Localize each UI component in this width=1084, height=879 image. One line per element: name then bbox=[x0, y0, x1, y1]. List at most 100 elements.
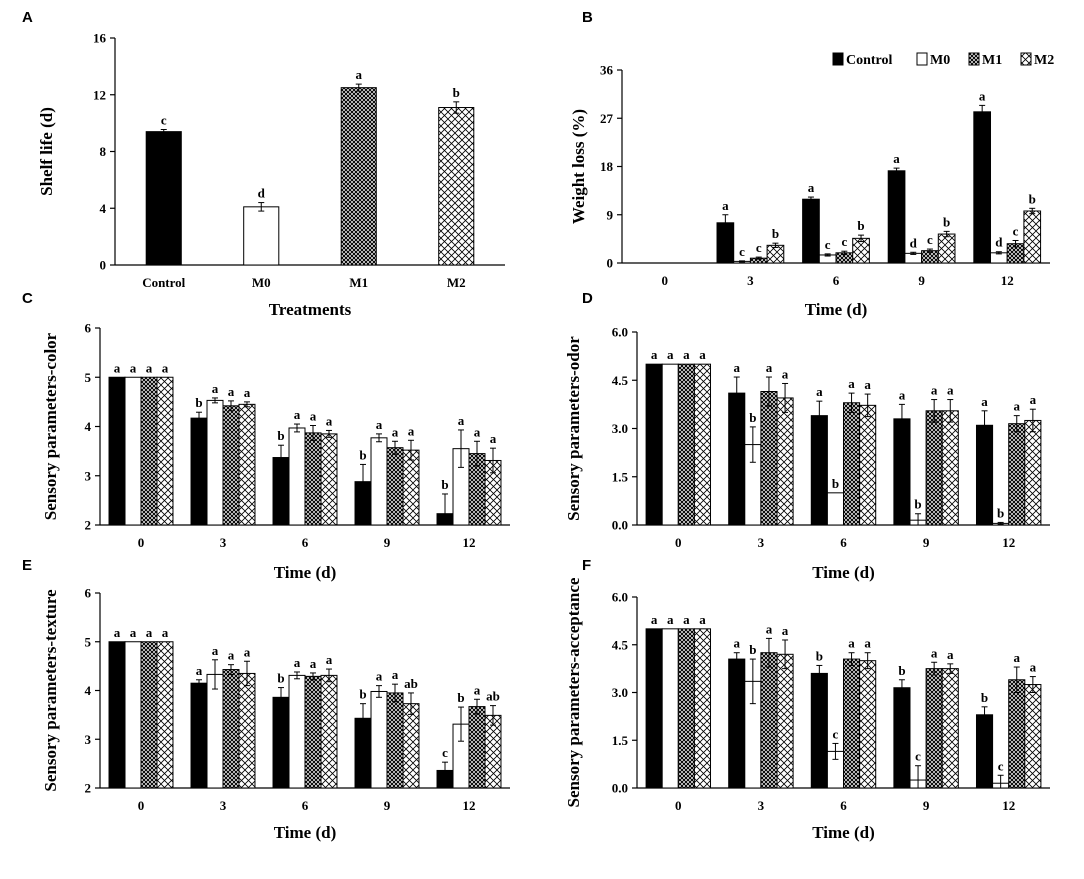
y-tick-label: 6.0 bbox=[612, 325, 628, 340]
significance-label: c bbox=[161, 113, 167, 128]
legend-label-control: Control bbox=[846, 53, 893, 68]
bar-m1-3 bbox=[222, 405, 240, 526]
significance-label: b bbox=[981, 690, 988, 705]
x-tick-label: 9 bbox=[923, 535, 930, 550]
x-axis-title: Time (d) bbox=[812, 823, 875, 842]
x-tick-label: M1 bbox=[349, 275, 368, 290]
significance-label: a bbox=[162, 625, 169, 640]
significance-label: a bbox=[326, 652, 333, 667]
significance-label: c bbox=[841, 234, 847, 249]
y-tick-label: 4.5 bbox=[612, 637, 629, 652]
y-tick-label: 4 bbox=[85, 419, 92, 434]
x-tick-label: 6 bbox=[302, 535, 309, 550]
significance-label: a bbox=[699, 347, 706, 362]
x-tick-label: 6 bbox=[833, 273, 840, 288]
bar-control-12 bbox=[975, 714, 994, 789]
legend-swatch-m2 bbox=[1020, 52, 1032, 66]
bar-m2-12 bbox=[1024, 684, 1042, 789]
bar-m1-0 bbox=[140, 641, 158, 789]
significance-label: a bbox=[408, 423, 415, 438]
significance-label: c bbox=[739, 244, 745, 259]
bar-m0-3 bbox=[206, 399, 224, 526]
legend-swatch-control bbox=[832, 52, 844, 66]
bar-m1-6 bbox=[304, 432, 322, 526]
significance-label: a bbox=[947, 647, 954, 662]
bar-m1-9 bbox=[925, 410, 943, 526]
y-tick-label: 0 bbox=[607, 256, 614, 271]
y-tick-label: 18 bbox=[600, 159, 614, 174]
significance-label: a bbox=[699, 612, 706, 627]
significance-label: a bbox=[766, 621, 773, 636]
significance-label: b bbox=[277, 428, 284, 443]
bar-m0-0 bbox=[661, 628, 679, 789]
bar-control-6 bbox=[810, 415, 828, 526]
x-tick-label: 9 bbox=[384, 798, 391, 813]
panel-a: A 0 4 8 12 16 Control M0 M1 M2 Treatments Shelf lif… bbox=[22, 9, 505, 319]
significance-label: a bbox=[931, 645, 938, 660]
significance-label: a bbox=[782, 366, 789, 381]
bar-m1-12 bbox=[1008, 423, 1026, 526]
y-axis-title: Sensory parameters-color bbox=[41, 332, 60, 520]
y-tick-label: 2 bbox=[85, 781, 92, 796]
bar-m2-6 bbox=[320, 674, 338, 789]
y-tick-label: 3 bbox=[85, 468, 92, 483]
significance-label: b bbox=[749, 410, 756, 425]
legend: Control M0 M1 M2 bbox=[832, 52, 1054, 68]
panel-letter: B bbox=[582, 9, 593, 26]
significance-label: b bbox=[914, 497, 921, 512]
y-tick-label: 5 bbox=[85, 370, 92, 385]
bar-m2-0 bbox=[156, 641, 174, 789]
y-tick-label: 12 bbox=[93, 87, 106, 102]
y-tick-label: 9 bbox=[607, 207, 614, 222]
bar-control-3 bbox=[728, 392, 746, 526]
significance-label: c bbox=[756, 240, 762, 255]
bar-m2-3 bbox=[776, 397, 794, 526]
significance-label: c bbox=[825, 237, 831, 252]
significance-label: b bbox=[772, 226, 779, 241]
y-tick-label: 5 bbox=[85, 634, 92, 649]
significance-label: a bbox=[899, 387, 906, 402]
y-tick-label: 4 bbox=[85, 683, 92, 698]
significance-label: a bbox=[981, 394, 988, 409]
x-tick-label: 0 bbox=[662, 273, 669, 288]
significance-label: b bbox=[749, 642, 756, 657]
significance-label: a bbox=[114, 360, 121, 375]
y-tick-label: 0.0 bbox=[612, 518, 628, 533]
bar-control-9 bbox=[887, 170, 906, 264]
bar-control-6 bbox=[272, 696, 290, 789]
y-tick-label: 3.0 bbox=[612, 421, 628, 436]
significance-label: a bbox=[808, 180, 815, 195]
y-axis-title: Shelf life (d) bbox=[37, 107, 56, 196]
significance-label: a bbox=[356, 67, 363, 82]
y-tick-label: 27 bbox=[600, 111, 614, 126]
significance-label: a bbox=[848, 376, 855, 391]
significance-label: a bbox=[244, 644, 251, 659]
x-tick-label: 9 bbox=[384, 535, 391, 550]
x-tick-label: 3 bbox=[758, 535, 765, 550]
x-tick-label: 12 bbox=[1001, 273, 1014, 288]
significance-label: a bbox=[1030, 392, 1037, 407]
significance-label: a bbox=[228, 648, 235, 663]
bar-m1-12 bbox=[468, 706, 486, 789]
bar-m1-3 bbox=[760, 652, 778, 789]
x-tick-label: 3 bbox=[747, 273, 754, 288]
significance-label: a bbox=[490, 431, 497, 446]
significance-label: a bbox=[816, 384, 823, 399]
bar-m1 bbox=[340, 87, 377, 266]
significance-label: a bbox=[733, 360, 740, 375]
x-tick-label: M2 bbox=[447, 275, 466, 290]
significance-label: a bbox=[114, 625, 121, 640]
significance-label: a bbox=[196, 663, 203, 678]
significance-label: c bbox=[833, 726, 839, 741]
significance-label: a bbox=[651, 347, 658, 362]
bar-control-3 bbox=[190, 682, 208, 789]
y-tick-label: 1.5 bbox=[612, 469, 629, 484]
significance-label: a bbox=[893, 151, 900, 166]
legend-label-m0: M0 bbox=[930, 53, 950, 68]
legend-label-m2: M2 bbox=[1034, 53, 1054, 68]
bar-m1-0 bbox=[140, 376, 158, 526]
bar-control-0 bbox=[645, 363, 663, 526]
bar-m2-9 bbox=[941, 410, 959, 526]
